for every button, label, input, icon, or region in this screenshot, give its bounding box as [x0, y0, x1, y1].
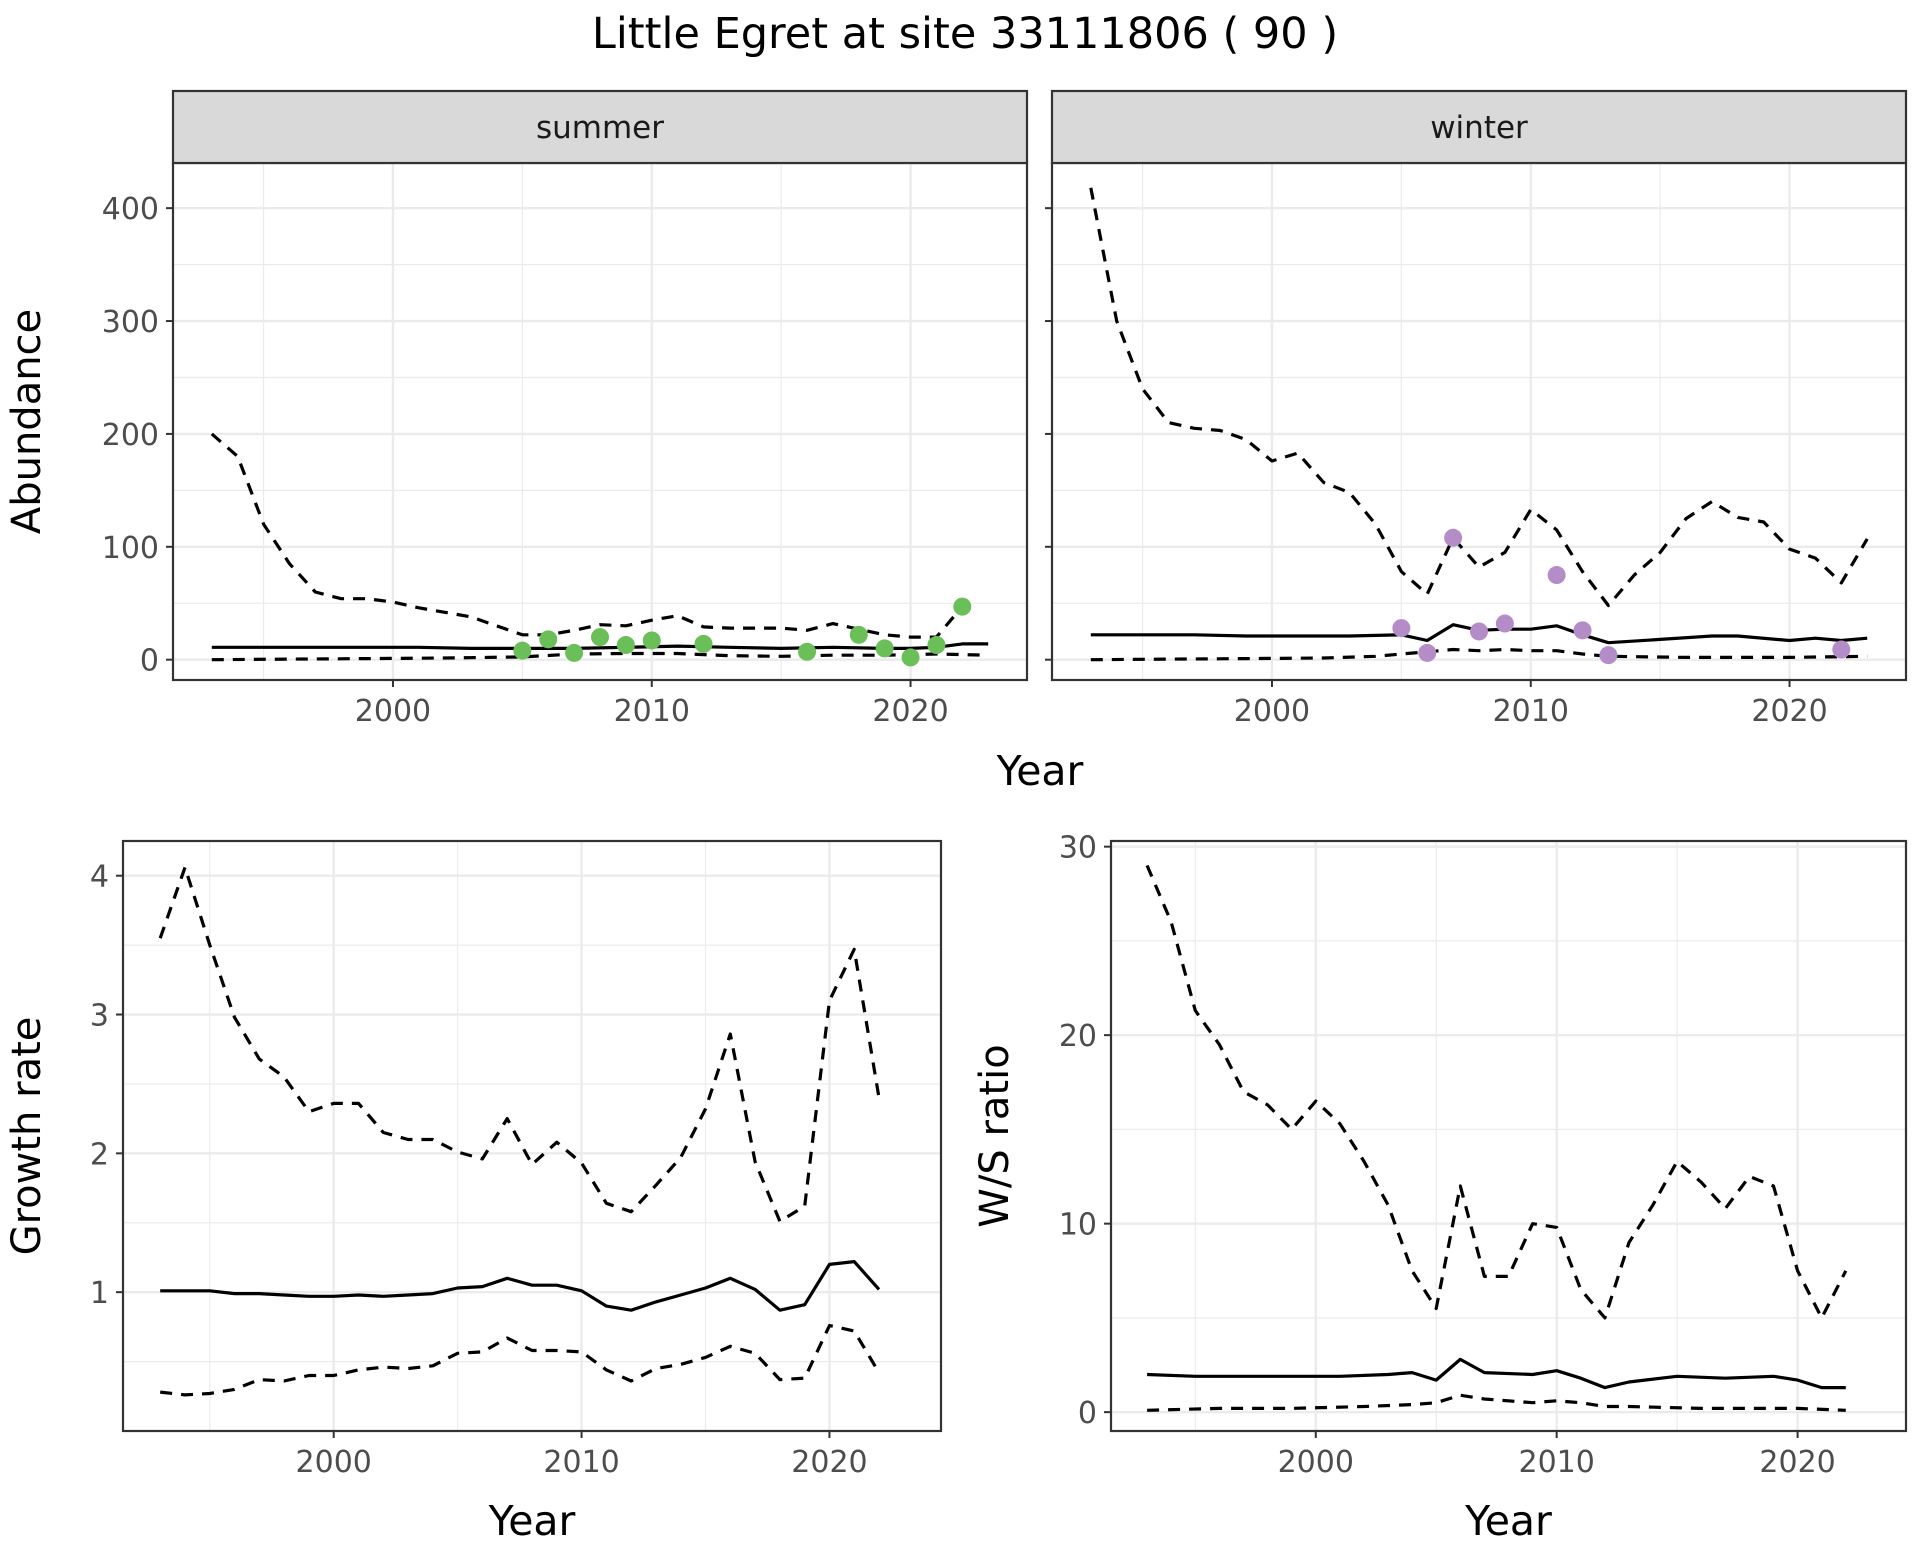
data-point	[875, 639, 894, 658]
x-tick-label: 2010	[614, 694, 690, 729]
x-tick-label: 2000	[1278, 1445, 1354, 1480]
x-tick-label: 2020	[1759, 1445, 1835, 1480]
x-tick-label: 2000	[355, 694, 431, 729]
y-axis-title: Abundance	[4, 309, 50, 534]
y-tick-label: 1	[90, 1276, 109, 1311]
x-tick-label: 2010	[543, 1445, 619, 1480]
data-point	[539, 630, 558, 649]
data-point	[1547, 566, 1566, 585]
y-tick-label: 400	[102, 192, 159, 227]
panel-border	[121, 839, 943, 1433]
data-point	[1495, 614, 1514, 633]
y-tick-label: 100	[102, 531, 159, 566]
series-line-upper	[210, 432, 964, 639]
data-point	[694, 634, 713, 653]
y-tick-label: 300	[102, 305, 159, 340]
data-point	[1418, 643, 1437, 662]
data-point	[1599, 646, 1618, 665]
data-point	[1392, 619, 1411, 638]
data-point	[1832, 640, 1851, 659]
facet-strip-label: summer	[536, 110, 664, 146]
y-axis-title: Growth rate	[4, 1017, 50, 1256]
x-tick-label: 2020	[872, 694, 948, 729]
panel-growth-rate: 2000 2010 2020 1 2 3 4 Growth rate Year	[4, 839, 943, 1545]
data-point	[1444, 528, 1463, 547]
panel-abundance-winter: winter 2000 2010 2020	[1045, 89, 1908, 729]
data-point	[798, 642, 817, 661]
x-axis-title: Year	[1464, 1497, 1552, 1545]
data-point	[927, 636, 946, 655]
panel-ws-ratio: 2000 2010 2020 0 10 20 30 W/S ratio Year	[972, 831, 1908, 1545]
x-tick-label: 2000	[1234, 694, 1310, 729]
y-tick-label: 0	[140, 644, 159, 679]
data-point	[642, 631, 661, 650]
figure-title: Little Egret at site 33111806 ( 90 )	[592, 9, 1338, 59]
data-point	[901, 648, 920, 667]
plot-area	[1111, 841, 1906, 1431]
series-line-lower	[160, 1323, 881, 1397]
y-tick-label: 20	[1059, 1019, 1097, 1054]
plot-area	[1052, 163, 1906, 680]
series-line-mean	[1147, 1357, 1846, 1390]
y-tick-label: 10	[1059, 1208, 1097, 1243]
data-point	[953, 597, 972, 616]
panel-border	[1109, 839, 1908, 1433]
plot-area	[173, 163, 1027, 680]
series-line-mean	[160, 1259, 881, 1312]
x-tick-label: 2020	[791, 1445, 867, 1480]
series-line-lower	[1090, 647, 1868, 662]
y-tick-label: 3	[90, 999, 109, 1034]
y-tick-label: 2	[90, 1137, 109, 1172]
series-line-mean	[1090, 623, 1868, 645]
data-point	[1470, 622, 1488, 641]
facet-strip	[1050, 89, 1908, 165]
plot-area	[123, 841, 941, 1431]
facet-strip	[171, 89, 1029, 165]
y-tick-label: 200	[102, 418, 159, 453]
y-tick-label: 0	[1078, 1396, 1097, 1431]
x-tick-label: 2010	[1519, 1445, 1595, 1480]
data-point	[565, 643, 584, 662]
y-axis-title: W/S ratio	[972, 1044, 1018, 1227]
y-tick-label: 30	[1059, 831, 1097, 866]
data-point	[616, 636, 635, 655]
data-point	[1573, 621, 1592, 640]
panel-abundance-summer: summer 2000 2010 2020 0 100 200 300 400	[102, 89, 1029, 729]
series-line-upper	[1089, 187, 1869, 608]
x-axis-title: Year	[996, 747, 1084, 795]
series-line-upper	[158, 865, 881, 1224]
x-tick-label: 2020	[1751, 694, 1827, 729]
x-axis-title: Year	[488, 1497, 576, 1545]
series-line-upper	[1145, 864, 1848, 1320]
series-line-lower	[1147, 1393, 1846, 1412]
x-tick-label: 2010	[1493, 694, 1569, 729]
facet-strip-label: winter	[1430, 110, 1528, 146]
data-point	[591, 628, 609, 647]
data-point	[849, 625, 868, 644]
data-point	[513, 641, 532, 660]
x-tick-label: 2000	[296, 1445, 372, 1480]
y-tick-label: 4	[90, 860, 109, 895]
series-line-lower	[211, 651, 989, 662]
